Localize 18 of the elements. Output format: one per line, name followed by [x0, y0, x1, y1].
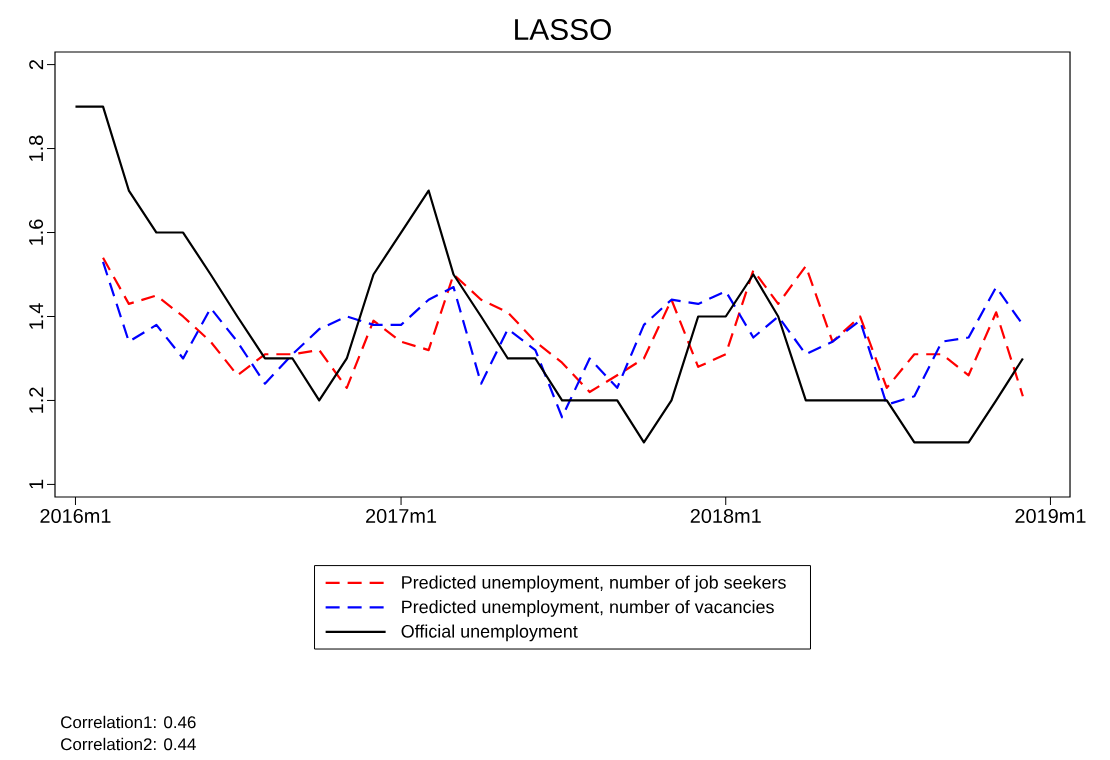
line-series	[101, 260, 1024, 419]
y-tick-label: 1	[29, 479, 44, 489]
text: Correlation1: 0.46	[61, 715, 196, 729]
y-tick-label: 1.6	[28, 219, 44, 245]
legend-label: Predicted unemployment, number of vacancies	[402, 600, 774, 617]
chart-title: LASSO	[515, 18, 611, 41]
y-tick-label: 1.8	[28, 135, 44, 161]
x-tick-label: 2018m1	[690, 508, 761, 524]
x-tick-label: 2019m1	[1015, 508, 1086, 524]
y-tick-label: 1.2	[29, 387, 44, 413]
x-tick-label: 2017m1	[366, 508, 437, 524]
legend-label: Predicted unemployment, number of job seekers	[402, 575, 786, 593]
line-series	[101, 256, 1024, 398]
y-tick-label: 1.4	[29, 303, 44, 329]
x-tick-label: 2016m1	[40, 508, 111, 524]
y-tick-label: 2	[29, 60, 44, 70]
legend-label: Official unemployment	[401, 624, 578, 642]
text: Correlation2: 0.44	[61, 737, 196, 751]
